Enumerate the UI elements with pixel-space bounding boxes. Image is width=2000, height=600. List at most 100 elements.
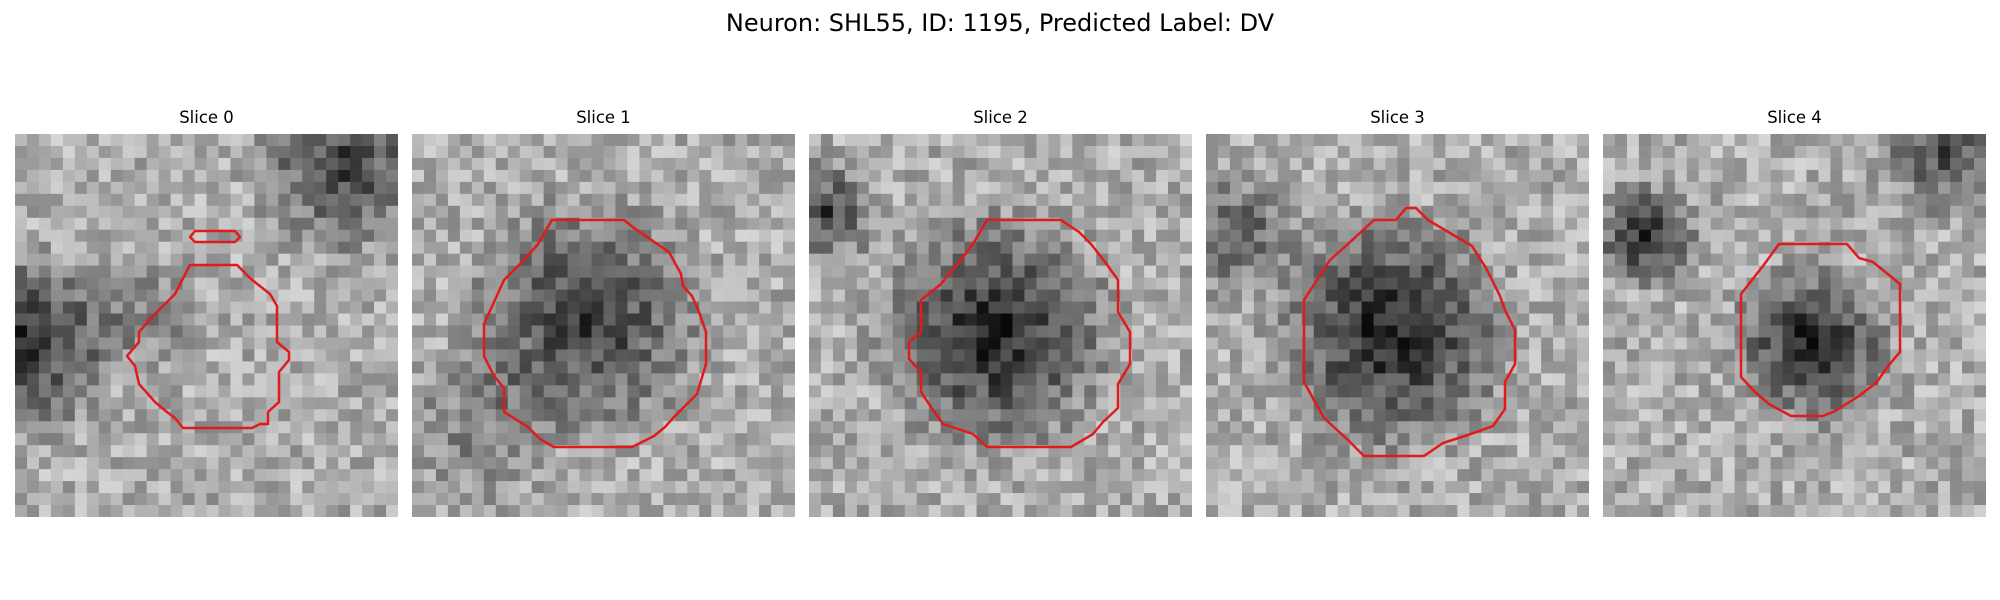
pixel (1421, 313, 1435, 327)
pixel (555, 469, 569, 482)
pixel (1241, 409, 1255, 422)
pixel (591, 505, 605, 517)
pixel (1902, 313, 1915, 327)
pixel (158, 325, 172, 339)
pixel (759, 409, 772, 422)
pixel (1457, 277, 1470, 291)
pixel (386, 421, 398, 434)
pixel (1806, 205, 1820, 219)
pixel (110, 445, 124, 458)
pixel (1902, 157, 1915, 171)
pixel (1481, 349, 1494, 363)
pixel (735, 193, 748, 207)
pixel (783, 241, 795, 255)
pixel (278, 409, 291, 422)
pixel (1758, 229, 1772, 243)
pixel (567, 385, 581, 398)
pixel (940, 445, 954, 458)
pixel (1168, 505, 1181, 517)
pixel (1325, 469, 1339, 482)
pixel (170, 445, 184, 458)
pixel (471, 134, 485, 147)
pixel (1349, 481, 1363, 494)
pixel (170, 205, 184, 219)
pixel (1241, 145, 1255, 159)
pixel (15, 505, 28, 517)
pixel (1938, 145, 1951, 159)
pixel (50, 145, 64, 159)
pixel (1577, 349, 1589, 363)
pixel (1096, 289, 1109, 303)
pixel (976, 325, 990, 339)
pixel (1024, 145, 1038, 159)
pixel (1217, 205, 1231, 219)
pixel (1096, 169, 1109, 183)
pixel (374, 469, 387, 482)
pixel (663, 205, 676, 219)
pixel (820, 313, 834, 327)
pixel (1493, 169, 1506, 183)
pixel (242, 397, 255, 410)
pixel (747, 217, 760, 231)
pixel (1565, 313, 1578, 327)
pixel (976, 193, 990, 207)
pixel (122, 157, 136, 171)
pixel (1217, 457, 1231, 470)
pixel (832, 157, 846, 171)
pixel (1577, 157, 1589, 171)
pixel (627, 157, 641, 171)
pixel (254, 433, 267, 446)
pixel (423, 301, 437, 315)
pixel (1000, 469, 1014, 482)
pixel (579, 301, 593, 315)
pixel (699, 469, 712, 482)
pixel (1000, 337, 1014, 351)
pixel (1241, 493, 1255, 506)
pixel (844, 433, 858, 446)
pixel (1156, 181, 1169, 195)
pixel (771, 193, 784, 207)
pixel (579, 457, 593, 470)
pixel (639, 313, 652, 327)
pixel (1253, 181, 1267, 195)
pixel (1217, 337, 1231, 351)
pixel (1289, 361, 1303, 374)
pixel (832, 481, 846, 494)
pixel (543, 445, 557, 458)
pixel (1866, 301, 1879, 315)
pixel (338, 385, 351, 398)
pixel (1457, 289, 1470, 303)
pixel (880, 421, 894, 434)
pixel (771, 169, 784, 183)
pixel (1433, 457, 1446, 470)
pixel (507, 457, 521, 470)
pixel (1818, 361, 1832, 374)
pixel (1722, 134, 1736, 147)
pixel (1000, 325, 1014, 339)
pixel (1577, 361, 1589, 374)
pixel (1168, 337, 1181, 351)
pixel (916, 289, 930, 303)
pixel (1577, 241, 1589, 255)
pixel (1265, 505, 1279, 517)
pixel (916, 217, 930, 231)
pixel (615, 301, 629, 315)
pixel (290, 409, 303, 422)
pixel (62, 277, 76, 291)
pixel (350, 385, 363, 398)
pixel (639, 445, 652, 458)
pixel (1962, 145, 1975, 159)
pixel (567, 397, 581, 410)
pixel (675, 445, 688, 458)
pixel (158, 493, 172, 506)
pixel (567, 457, 581, 470)
pixel (146, 253, 160, 267)
pixel (459, 421, 473, 434)
pixel (1818, 421, 1832, 434)
pixel (122, 373, 136, 386)
pixel (1734, 373, 1748, 386)
pixel (1565, 445, 1578, 458)
pixel (1385, 421, 1399, 434)
pixel (242, 241, 255, 255)
pixel (1878, 181, 1891, 195)
